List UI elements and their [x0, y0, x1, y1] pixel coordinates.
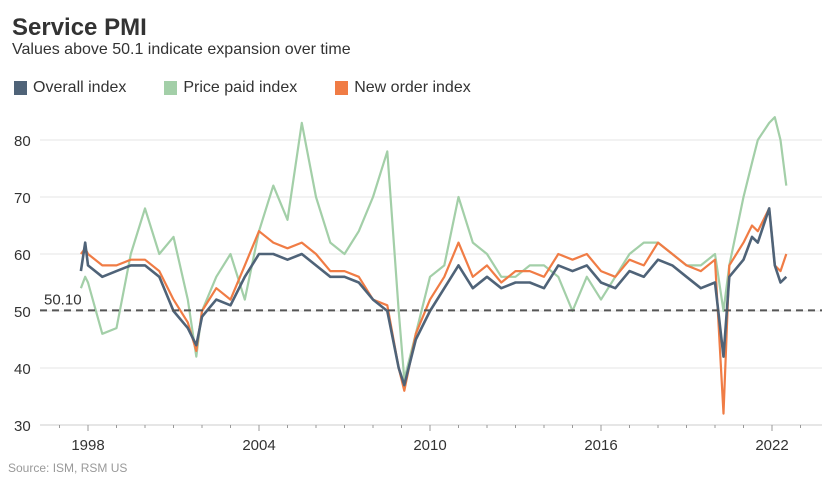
y-tick-label: 50: [14, 304, 31, 321]
source-note: Source: ISM, RSM US: [8, 461, 128, 475]
y-tick-label: 70: [14, 190, 31, 207]
x-tick-label: 2010: [413, 437, 446, 454]
legend: Overall index Price paid index New order…: [14, 79, 509, 97]
series-line-price-paid-index: [79, 116, 788, 381]
series-line-overall-index: [79, 207, 788, 387]
x-tick-label: 1998: [71, 437, 104, 454]
chart-title: Service PMI: [12, 14, 147, 41]
legend-item-new-order: New order index: [335, 79, 471, 97]
legend-item-price-paid: Price paid index: [164, 79, 297, 97]
x-tick-label: 2022: [755, 437, 788, 454]
y-tick-label: 80: [14, 133, 31, 150]
legend-label: Price paid index: [183, 79, 298, 96]
x-tick-label: 2004: [242, 437, 275, 454]
y-tick-label: 40: [14, 361, 31, 378]
legend-item-overall: Overall index: [14, 79, 126, 97]
legend-swatch: [335, 81, 349, 95]
legend-label: Overall index: [33, 79, 127, 96]
legend-swatch: [14, 81, 27, 95]
legend-label: New order index: [354, 79, 471, 96]
y-tick-label: 30: [14, 418, 31, 435]
reference-line-label: 50.10: [44, 291, 82, 308]
y-tick-label: 60: [14, 247, 31, 264]
x-tick-label: 2016: [584, 437, 617, 454]
chart-subtitle: Values above 50.1 indicate expansion ove…: [12, 41, 351, 58]
legend-swatch: [164, 81, 178, 95]
